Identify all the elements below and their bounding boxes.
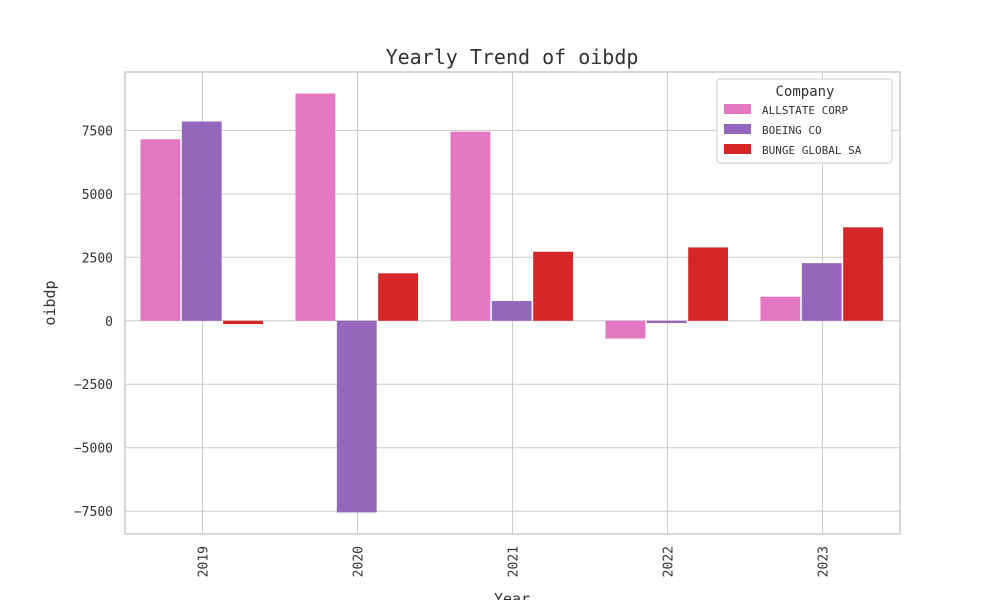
bar <box>843 227 883 321</box>
bar <box>295 93 336 321</box>
x-tick-label: 2022 <box>662 546 677 577</box>
chart-title: Yearly Trend of oibdp <box>386 45 639 69</box>
y-axis-label: oibdp <box>41 280 59 325</box>
y-tick-label: −2500 <box>74 378 113 393</box>
y-tick-label: 5000 <box>82 188 113 203</box>
y-tick-label: 2500 <box>82 251 113 266</box>
bar <box>533 251 573 321</box>
y-tick-label: 7500 <box>82 124 113 139</box>
y-tick-label: 0 <box>105 315 113 330</box>
legend-label: BOEING CO <box>762 124 822 137</box>
bar <box>181 121 222 321</box>
bar <box>801 263 842 321</box>
bar <box>688 247 728 321</box>
legend-label: ALLSTATE CORP <box>762 104 848 117</box>
bars <box>140 93 883 513</box>
legend-swatch <box>724 104 751 114</box>
plot-frame <box>124 71 901 535</box>
bar <box>336 320 377 513</box>
legend-title: Company <box>775 84 834 100</box>
legend-label: BUNGE GLOBAL SA <box>762 144 862 157</box>
legend-box <box>716 78 893 164</box>
bar <box>450 131 491 321</box>
bar <box>140 139 181 321</box>
legend: Company ALLSTATE CORP BOEING CO BUNGE GLOB… <box>716 78 893 164</box>
x-axis-label: Year <box>494 590 530 600</box>
bar <box>378 273 418 321</box>
x-tick-label: 2019 <box>197 546 212 577</box>
x-tick-label: 2023 <box>817 546 832 577</box>
y-tick-label: −7500 <box>74 505 113 520</box>
bar <box>491 300 532 321</box>
legend-items: ALLSTATE CORP BOEING CO BUNGE GLOBAL SA <box>724 104 862 157</box>
legend-swatch <box>724 144 751 154</box>
y-tick-label: −5000 <box>74 442 113 457</box>
x-tick-labels: 2019 2020 2021 2022 2023 <box>197 546 832 577</box>
legend-swatch <box>724 124 751 134</box>
x-tick-label: 2020 <box>352 546 367 577</box>
bar <box>760 296 801 321</box>
bar <box>646 320 687 324</box>
y-tick-labels: −7500 −5000 −2500 0 2500 5000 7500 <box>74 124 113 520</box>
x-tick-label: 2021 <box>507 546 522 577</box>
bar <box>605 320 646 339</box>
bar <box>223 320 263 325</box>
